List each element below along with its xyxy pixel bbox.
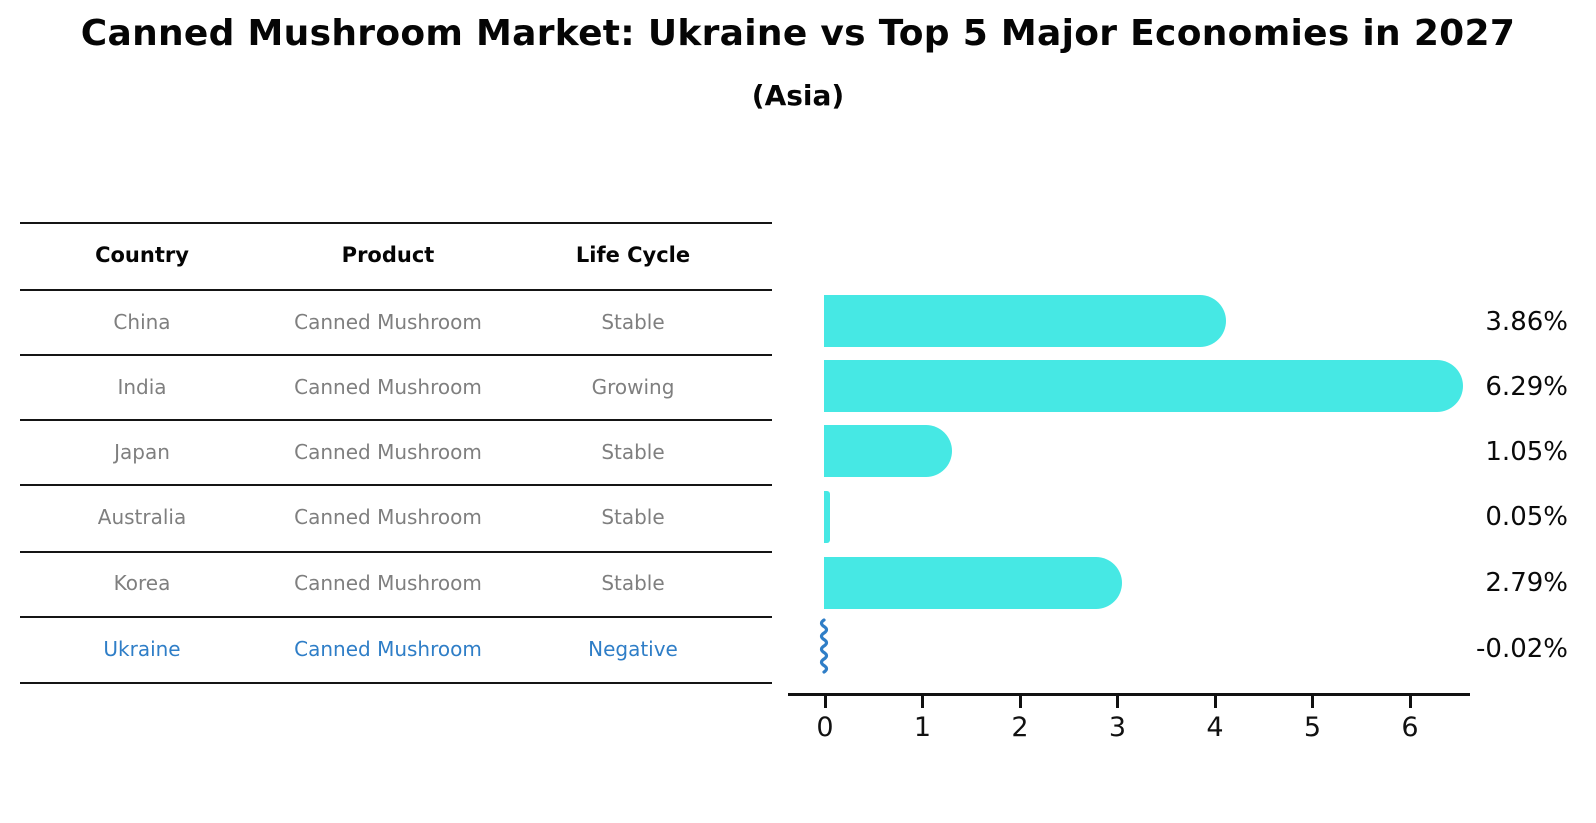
x-axis-tick (1311, 696, 1314, 708)
chart-title: Canned Mushroom Market: Ukraine vs Top 5… (80, 13, 1516, 54)
x-axis-tick (1213, 696, 1217, 708)
value-label-korea: 2.79% (1485, 568, 1568, 598)
table-row-australia: Australia Canned Mushroom Stable (0, 500, 772, 534)
cell-product: Canned Mushroom (294, 440, 482, 464)
table-header-row: Country Product Life Cycle (0, 238, 772, 272)
cell-product: Canned Mushroom (294, 310, 482, 334)
column-header-country: Country (95, 243, 189, 267)
value-label-ukraine: -0.02% (1476, 634, 1568, 664)
cell-lifecycle: Growing (591, 375, 675, 399)
x-axis-tick (1116, 696, 1119, 708)
x-axis-tick-label: 3 (1108, 712, 1127, 743)
negative-bar-squiggle-ukraine (819, 618, 829, 674)
cell-lifecycle: Stable (601, 505, 665, 529)
bar-australia (824, 491, 830, 543)
cell-country: India (117, 375, 167, 399)
bar-china (824, 295, 1227, 347)
cell-lifecycle: Negative (588, 637, 678, 661)
cell-lifecycle: Stable (601, 571, 665, 595)
x-axis-tick-label: 4 (1206, 712, 1224, 743)
x-axis-tick (1408, 696, 1412, 708)
bar-india (824, 360, 1464, 412)
cell-product: Canned Mushroom (294, 505, 482, 529)
table-row-japan: Japan Canned Mushroom Stable (0, 435, 772, 469)
x-axis-tick-label: 6 (1401, 712, 1419, 743)
x-axis-tick-label: 2 (1011, 712, 1029, 743)
bar-korea (824, 557, 1123, 609)
cell-product: Canned Mushroom (294, 637, 482, 661)
table-row-divider (20, 354, 772, 356)
value-label-japan: 1.05% (1485, 437, 1568, 467)
x-axis-tick-label: 1 (913, 712, 932, 743)
cell-country: Korea (113, 571, 171, 595)
x-axis-tick-label: 5 (1303, 712, 1322, 743)
cell-country: Ukraine (103, 637, 181, 661)
cell-product: Canned Mushroom (294, 375, 482, 399)
table-row-india: India Canned Mushroom Growing (0, 370, 772, 404)
table-header-divider (20, 289, 772, 291)
value-label-china: 3.86% (1485, 307, 1568, 337)
value-label-india: 6.29% (1485, 372, 1568, 402)
table-row-divider (20, 616, 772, 618)
x-axis-line (788, 693, 1470, 696)
x-axis-tick (921, 696, 924, 708)
value-label-australia: 0.05% (1485, 502, 1568, 532)
cell-country: Japan (114, 440, 170, 464)
column-header-lifecycle: Life Cycle (575, 243, 691, 267)
table-row-divider (20, 551, 772, 553)
cell-country: Australia (97, 505, 187, 529)
x-axis-tick (823, 696, 827, 708)
table-border-bottom (20, 682, 772, 684)
table-row-divider (20, 484, 772, 486)
table-row-korea: Korea Canned Mushroom Stable (0, 566, 772, 600)
table-border-top (20, 222, 772, 224)
cell-product: Canned Mushroom (294, 571, 482, 595)
cell-lifecycle: Stable (601, 440, 665, 464)
table-row-china: China Canned Mushroom Stable (0, 305, 772, 339)
table-row-ukraine: Ukraine Canned Mushroom Negative (0, 632, 772, 666)
table-row-divider (20, 419, 772, 421)
x-axis-tick (1018, 696, 1022, 708)
column-header-product: Product (341, 243, 435, 267)
bar-japan (824, 425, 953, 477)
cell-country: China (113, 310, 171, 334)
cell-lifecycle: Stable (601, 310, 665, 334)
chart-subtitle: (Asia) (751, 79, 845, 112)
x-axis-tick-label: 0 (816, 712, 834, 743)
